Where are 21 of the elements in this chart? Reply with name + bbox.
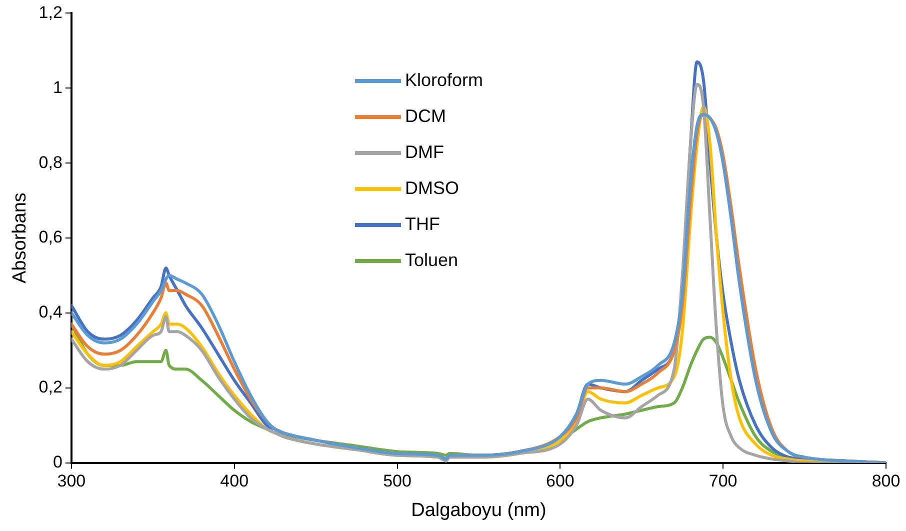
y-tick-label: 0,4 bbox=[38, 302, 62, 322]
legend-label: Kloroform bbox=[405, 70, 484, 91]
y-tick-label: 0,6 bbox=[38, 228, 62, 247]
y-tick-label: 1 bbox=[52, 78, 62, 97]
legend-label: Toluen bbox=[405, 250, 458, 271]
x-tick-label: 300 bbox=[57, 472, 86, 491]
y-axis-title: Absorbans bbox=[10, 192, 31, 284]
x-tick-label: 500 bbox=[383, 472, 412, 491]
legend-label: THF bbox=[405, 214, 440, 235]
y-tick-label: 0,2 bbox=[38, 378, 62, 397]
x-tick-label: 800 bbox=[872, 472, 900, 491]
y-tick-label: 1,2 bbox=[38, 2, 62, 22]
x-tick-label: 400 bbox=[220, 472, 249, 491]
x-axis-title: Dalgaboyu (nm) bbox=[411, 500, 546, 521]
x-tick-label: 600 bbox=[546, 472, 574, 491]
legend-label: DCM bbox=[405, 106, 446, 127]
x-tick-label: 700 bbox=[708, 472, 738, 491]
legend-label: DMF bbox=[405, 142, 444, 163]
y-tick-label: 0 bbox=[52, 452, 62, 472]
y-tick-label: 0,8 bbox=[38, 152, 62, 172]
legend-label: DMSO bbox=[405, 178, 459, 199]
